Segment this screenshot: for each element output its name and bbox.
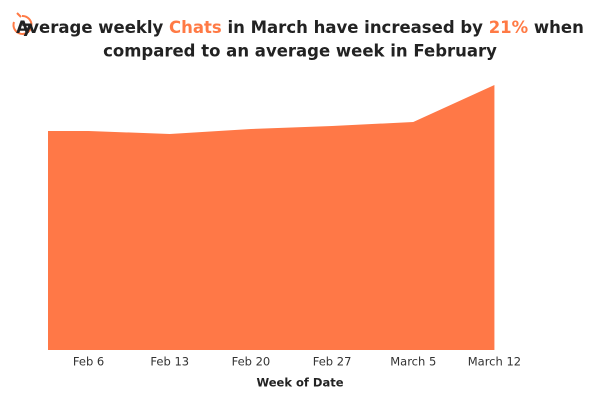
title-segment: when bbox=[528, 18, 584, 37]
logo-text: 7 bbox=[21, 21, 33, 41]
chart-title: compared to an average week in February bbox=[103, 42, 497, 61]
title-segment: Average weekly bbox=[16, 18, 169, 37]
logo: 7 bbox=[12, 12, 33, 41]
x-tick-label: March 12 bbox=[468, 355, 521, 369]
x-tick-label: Feb 13 bbox=[150, 355, 189, 369]
area bbox=[48, 85, 495, 350]
chart-title: Average weekly Chats in March have incre… bbox=[16, 18, 584, 37]
title-segment: Chats bbox=[169, 18, 222, 37]
x-axis-title: Week of Date bbox=[256, 376, 343, 390]
title-segment: in March have increased by bbox=[222, 18, 489, 37]
x-tick-label: Feb 6 bbox=[73, 355, 104, 369]
logo-tick bbox=[16, 12, 22, 18]
x-tick-label: March 5 bbox=[390, 355, 436, 369]
x-tick-label: Feb 20 bbox=[232, 355, 271, 369]
x-tick-label: Feb 27 bbox=[313, 355, 352, 369]
title-segment: 21% bbox=[489, 18, 529, 37]
logo-ring bbox=[12, 14, 33, 35]
